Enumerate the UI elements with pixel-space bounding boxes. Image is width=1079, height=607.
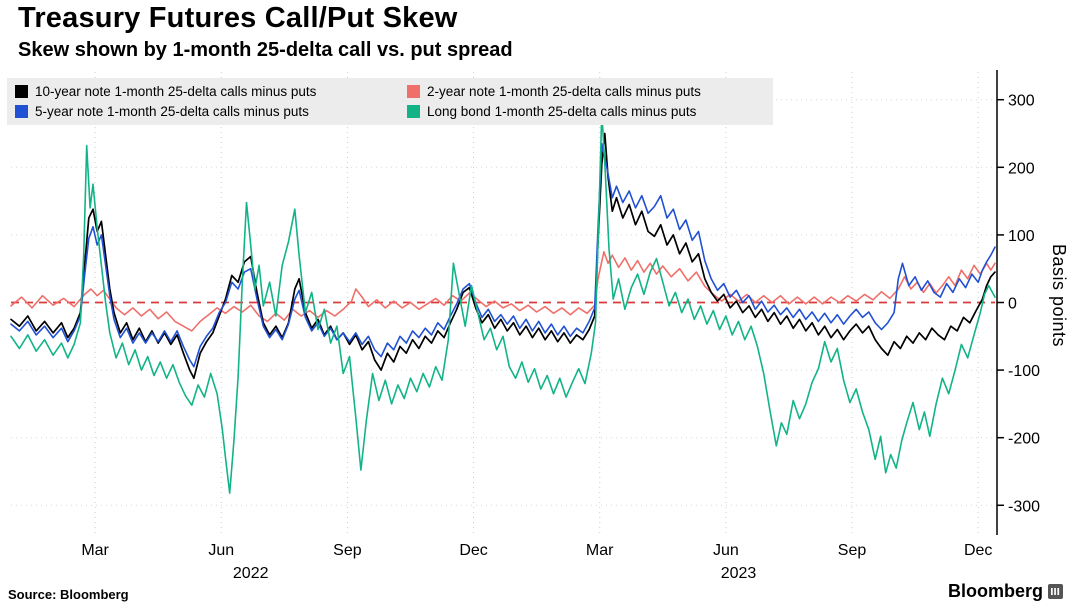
y-axis-tick-label: -300 [1008,498,1040,515]
legend-label-2-year-note: 2-year note 1-month 25-delta calls minus… [427,84,701,99]
y-axis-tick-label: 300 [1008,93,1035,110]
x-axis-tick-label: Jun [208,542,234,559]
chart-title: Treasury Futures Call/Put Skew [18,2,458,34]
x-axis-tick-label: Sep [333,542,362,559]
legend: 10-year note 1-month 25-delta calls minu… [7,78,773,125]
y-axis-tick-label: 0 [1008,296,1017,313]
x-axis-year-label: 2023 [721,565,757,582]
x-axis-tick-label: Mar [81,542,109,559]
x-axis-tick-label: Mar [586,542,614,559]
bloomberg-terminal-icon [1048,584,1063,599]
y-axis-tick-label: 100 [1008,228,1035,245]
legend-label-5-year-note: 5-year note 1-month 25-delta calls minus… [35,104,309,119]
legend-item-2-year-note: 2-year note 1-month 25-delta calls minus… [407,84,765,99]
series-line [10,111,996,494]
legend-swatch-long-bond [407,105,420,118]
x-axis-year-label: 2022 [233,565,269,582]
series-line [10,142,996,368]
series-line [10,251,996,332]
y-axis-tick-label: 200 [1008,160,1035,177]
y-axis-tick-label: -200 [1008,431,1040,448]
chart-subtitle: Skew shown by 1-month 25-delta call vs. … [18,39,513,61]
legend-swatch-10-year-note [15,85,28,98]
legend-swatch-5-year-note [15,105,28,118]
x-axis-tick-label: Jun [713,542,739,559]
x-axis-tick-label: Dec [459,542,487,559]
bloomberg-wordmark-text: Bloomberg [947,581,1043,601]
x-axis-tick-label: Dec [964,542,992,559]
y-axis-title: Basis points [1049,244,1069,348]
x-axis-tick-label: Sep [838,542,867,559]
series-line [10,132,996,380]
legend-item-long-bond: Long bond 1-month 25-delta calls minus p… [407,104,765,119]
legend-swatch-2-year-note [407,85,420,98]
legend-label-long-bond: Long bond 1-month 25-delta calls minus p… [427,104,697,119]
bloomberg-wordmark: Bloomberg [948,581,1063,602]
y-axis-tick-label: -100 [1008,363,1040,380]
legend-item-10-year-note: 10-year note 1-month 25-delta calls minu… [15,84,407,99]
legend-item-5-year-note: 5-year note 1-month 25-delta calls minus… [15,104,407,119]
legend-label-10-year-note: 10-year note 1-month 25-delta calls minu… [35,84,317,99]
source-credit: Source: Bloomberg [8,587,129,602]
